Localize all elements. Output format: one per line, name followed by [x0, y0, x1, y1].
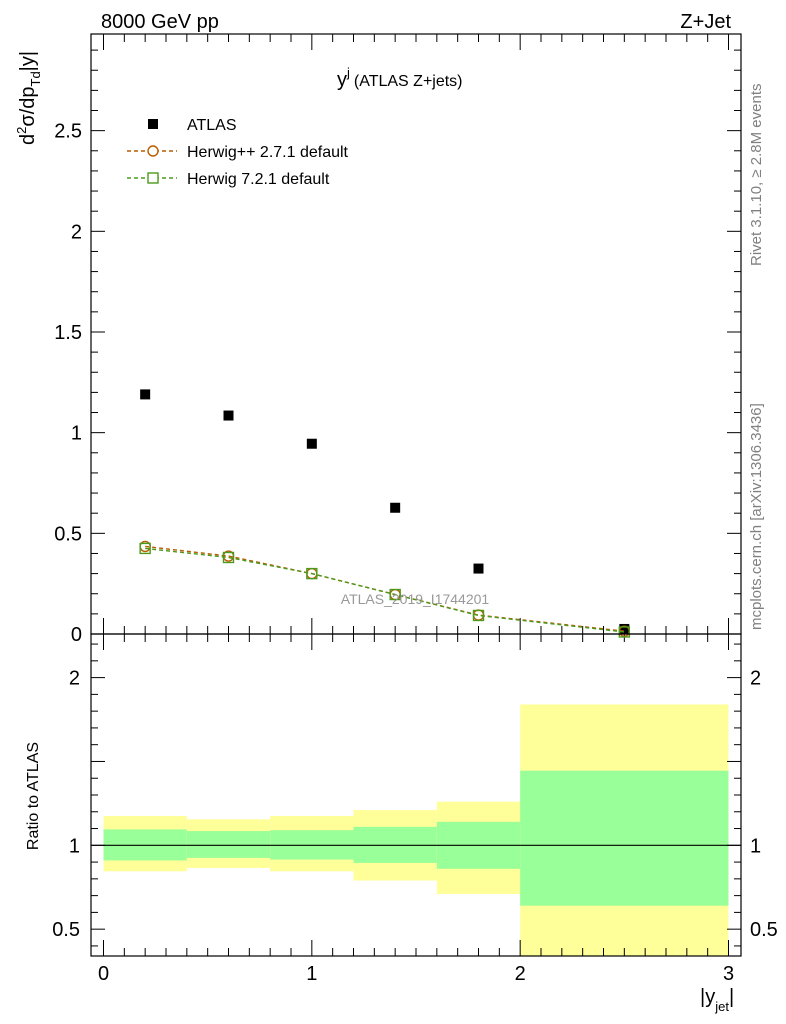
mcplots-label: mcplots.cern.ch [arXiv:1306.3436] [748, 403, 765, 630]
ratio-bands [91, 704, 741, 956]
herwig7-point [618, 626, 631, 638]
main-series [139, 389, 631, 638]
ratio-ytick-label: 2 [69, 668, 80, 690]
header-process: Z+Jet [680, 11, 731, 33]
title-superscript: j [346, 65, 350, 80]
main-ytick-label: 1 [71, 423, 82, 445]
atlas-point [306, 438, 317, 449]
herwig7-point [306, 567, 318, 580]
ratio-band-green-1 [186, 831, 271, 858]
herwig7-point [139, 542, 151, 555]
legend-label-0: ATLAS [187, 117, 237, 134]
legend-label-2: Herwig 7.2.1 default [187, 171, 330, 188]
main-ytick-label: 1.5 [54, 322, 82, 344]
xtick-label: 0 [98, 963, 109, 985]
series-line-2 [145, 547, 625, 633]
atlas-point [619, 623, 630, 634]
ratio-ytick-label: 1 [69, 835, 80, 857]
herwig7-point [222, 551, 235, 564]
ratio-ytick-label-right: 2 [750, 668, 761, 690]
legend-label-1: Herwig++ 2.7.1 default [187, 144, 349, 161]
main-ytick-label: 0 [71, 624, 82, 646]
legend-marker-herwigpp [147, 145, 159, 157]
xlabel: |yjet| [700, 986, 734, 1014]
atlas-point [473, 563, 484, 574]
main-axis-ticks [91, 34, 741, 635]
chart-title: yj (ATLAS Z+jets) [337, 65, 463, 91]
main-ylabel: d2σ/dpTd|y| [14, 51, 43, 145]
series-line-1 [145, 545, 625, 632]
title-symbol: y [337, 69, 347, 91]
atlas-point [390, 502, 401, 513]
ratio-ylabel: Ratio to ATLAS [25, 742, 42, 850]
main-ytick-label: 0.5 [54, 523, 82, 545]
ratio-panel-frame [90, 633, 742, 957]
title-detail: (ATLAS Z+jets) [354, 73, 463, 90]
ratio-ytick-label-right: 0.5 [750, 919, 778, 941]
main-ytick-label: 2.5 [54, 121, 82, 143]
tick-labels: 0 0.5 1 1.5 2 2.5 0 1 2 3 0.5 0.5 1 1 2 2 [52, 121, 778, 985]
herwig7-point [389, 588, 401, 601]
main-ytick-label: 2 [71, 221, 82, 243]
legend-marker-herwig7 [147, 172, 159, 184]
legend-marker-atlas [148, 119, 158, 129]
ratio-ytick-label: 0.5 [52, 919, 80, 941]
ratio-band-green-5 [520, 770, 729, 906]
herwig7-point [472, 609, 485, 622]
xtick-label: 2 [515, 963, 526, 985]
rivet-label: Rivet 3.1.10, ≥ 2.8M events [748, 84, 765, 267]
legend: ATLAS Herwig++ 2.7.1 default Herwig 7.2.1 … [127, 117, 349, 188]
xtick-label: 1 [306, 963, 317, 985]
atlas-point [223, 410, 234, 421]
ratio-ytick-label-right: 1 [750, 835, 761, 857]
atlas-point [140, 389, 151, 400]
analysis-watermark: ATLAS_2019_I1744201 [341, 591, 490, 607]
xtick-label: 3 [723, 963, 734, 985]
header-energy: 8000 GeV pp [101, 11, 219, 33]
ratio-axis-ticks [91, 634, 741, 956]
